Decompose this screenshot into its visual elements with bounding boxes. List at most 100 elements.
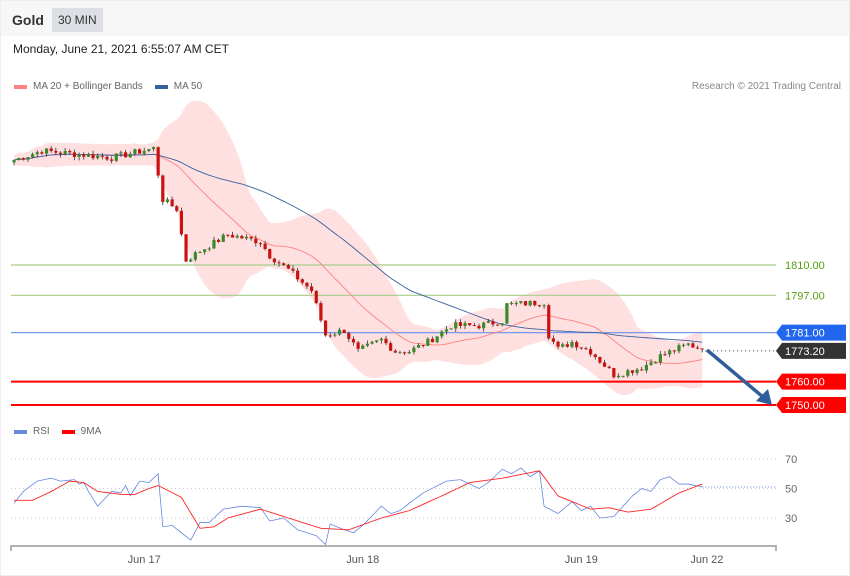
forecast-arrow-shaft	[705, 348, 765, 399]
candle-body	[17, 158, 21, 161]
candle	[12, 159, 16, 166]
candle-body	[165, 199, 170, 202]
rsi-legend: RSI 9MA	[14, 426, 101, 437]
candle-body	[184, 234, 188, 262]
candle	[686, 343, 690, 347]
candle	[654, 361, 658, 364]
candle	[63, 147, 67, 156]
candle	[602, 359, 607, 367]
candle	[310, 283, 314, 294]
candle	[207, 246, 211, 252]
candle-body	[100, 155, 104, 157]
candle	[54, 147, 58, 156]
candle	[133, 148, 137, 156]
candle	[44, 148, 49, 157]
candle-body	[626, 370, 630, 376]
candle-body	[147, 149, 151, 151]
candle-body	[31, 154, 35, 158]
candle	[644, 361, 648, 374]
candle	[189, 257, 193, 263]
candle	[124, 150, 128, 158]
candle	[612, 367, 616, 379]
candle	[454, 319, 458, 333]
candle	[579, 347, 583, 350]
candle-body	[156, 147, 160, 176]
level-label-1760.00: 1760.00	[785, 377, 825, 389]
candle-body	[217, 239, 221, 242]
candle-body	[477, 325, 481, 329]
candle	[198, 250, 202, 254]
candle-body	[505, 303, 509, 324]
candle-body	[575, 342, 579, 348]
candle-body	[672, 350, 676, 352]
candle	[598, 356, 602, 365]
candle	[351, 336, 356, 346]
candle	[114, 153, 118, 163]
level-label-1781.00: 1781.00	[785, 328, 825, 340]
candle-body	[616, 375, 621, 378]
candle	[175, 205, 179, 213]
candle-body	[198, 252, 202, 254]
instrument-title: Gold	[12, 12, 44, 28]
candle	[96, 153, 100, 160]
level-label-1773.20: 1773.20	[785, 346, 825, 358]
candle	[416, 343, 421, 349]
candle-body	[593, 354, 597, 357]
pivot-tag	[776, 324, 846, 341]
candle-body	[440, 331, 444, 337]
candle	[365, 340, 369, 347]
candle-body	[509, 302, 514, 304]
candle	[430, 336, 435, 343]
candle	[463, 321, 467, 330]
candle	[100, 153, 104, 160]
timeframe-button[interactable]: 30 MIN	[52, 8, 103, 32]
candle-body	[105, 156, 109, 160]
candle-body	[649, 362, 653, 365]
candle-body	[142, 150, 146, 154]
candle-body	[35, 152, 39, 155]
candle	[328, 332, 332, 339]
candle-body	[272, 258, 276, 263]
candle	[393, 349, 397, 354]
time-label-Jun 22: Jun 22	[690, 554, 723, 566]
candle-body	[482, 322, 486, 329]
candle-body	[654, 362, 658, 364]
candle-body	[221, 234, 225, 242]
candle-body	[286, 264, 290, 269]
candle	[77, 152, 81, 161]
time-axis	[10, 545, 777, 551]
candle	[249, 236, 253, 241]
time-label-Jun 19: Jun 19	[565, 554, 598, 566]
candle-body	[695, 347, 700, 349]
candle	[575, 340, 579, 351]
rsi-tick-30: 30	[785, 513, 797, 525]
credit: Research © 2021 Trading Central	[691, 81, 841, 92]
candle-body	[128, 153, 132, 158]
candle	[342, 329, 346, 334]
candle-body	[389, 343, 393, 351]
candle	[184, 234, 188, 263]
candle	[533, 300, 537, 307]
candle-body	[170, 199, 174, 207]
candle	[607, 365, 611, 369]
candle-body	[119, 152, 123, 154]
candle	[128, 151, 132, 158]
candle-body	[458, 322, 462, 326]
candle	[570, 339, 574, 349]
candle	[551, 335, 555, 345]
candle-body	[86, 154, 90, 157]
candle	[72, 149, 77, 161]
support-tag	[776, 396, 846, 413]
candle-body	[375, 340, 379, 342]
candle-body	[296, 270, 300, 280]
candle	[514, 301, 518, 307]
candle-body	[449, 328, 453, 330]
candle	[496, 324, 500, 327]
candle-body	[337, 329, 342, 335]
candle	[672, 349, 676, 355]
candle	[235, 234, 239, 239]
candle	[472, 322, 476, 327]
candle-body	[68, 151, 72, 153]
candle	[468, 322, 472, 327]
